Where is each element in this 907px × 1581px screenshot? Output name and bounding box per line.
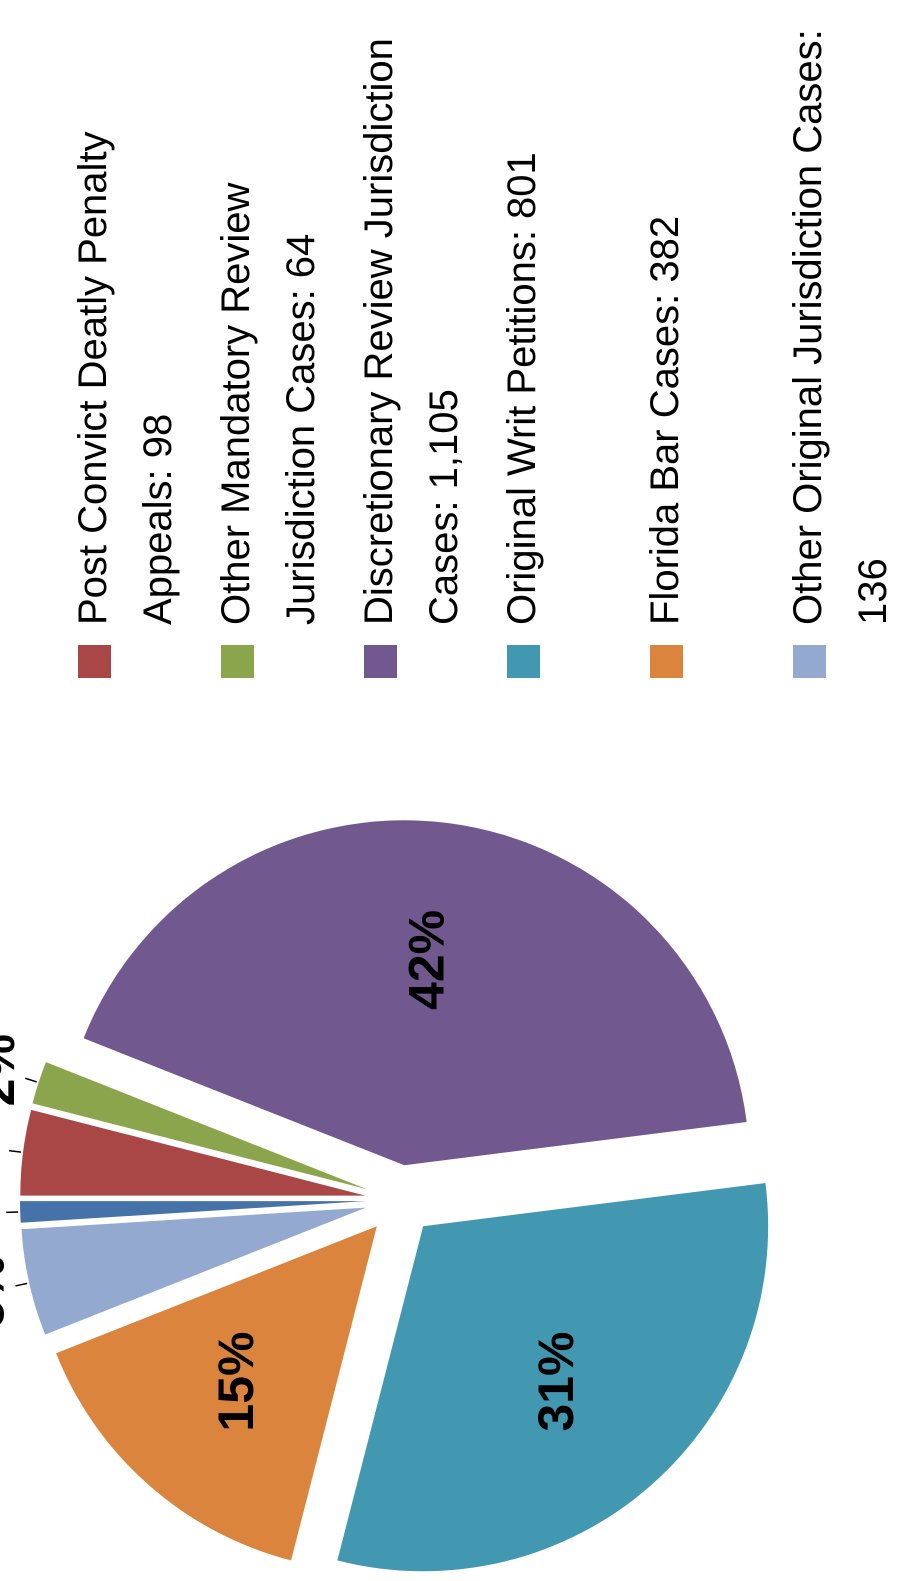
leader-line: [15, 1282, 28, 1287]
legend-label: Other Mandatory Review Jurisdiction Case…: [214, 171, 323, 625]
leader-line: [25, 1077, 37, 1083]
legend-label: Other Original Jurisdiction Cases: 136: [786, 18, 895, 625]
legend-line: Florida Bar Cases: 382: [643, 216, 687, 625]
pie-slice: [20, 1201, 366, 1223]
legend-line: Appeals: 98: [136, 414, 180, 625]
data-label: 1%: [0, 1177, 4, 1249]
legend-swatch: [507, 645, 540, 678]
data-label: 31%: [528, 1331, 584, 1431]
data-label: 15%: [208, 1331, 264, 1431]
pie-slice: [20, 1109, 366, 1196]
legend-swatch: [221, 645, 254, 678]
legend-line: Jurisdiction Cases: 64: [279, 234, 323, 625]
legend-line: Discretionary Review Jurisdiction: [357, 27, 401, 625]
legend-line: Post Convict Deatly Penalty: [71, 120, 115, 625]
legend-line: Cases: 1,105: [422, 389, 466, 625]
legend-line: Other Mandatory Review: [214, 171, 258, 625]
legend-label: Post Convict Deatly Penalty Appeals: 98: [71, 120, 180, 625]
legend-swatch: [793, 645, 826, 678]
pie-slice: [21, 1207, 366, 1335]
data-label: 4%: [0, 1111, 8, 1183]
legend-swatch: [364, 645, 397, 678]
pie-slice: [337, 1183, 769, 1572]
legend-line: 136: [851, 558, 895, 625]
legend-swatch: [78, 645, 111, 678]
legend-label: Discretionary Review Jurisdiction Cases:…: [357, 27, 466, 625]
legend-label: Florida Bar Cases: 382: [643, 216, 687, 625]
legend-swatch: [650, 645, 683, 678]
legend-line: Original Writ Petitions: 801: [500, 152, 544, 625]
legend-line: Other Original Jurisdiction Cases:: [786, 18, 830, 625]
data-label: 2%: [0, 1034, 25, 1106]
pie-slice: [83, 820, 747, 1166]
legend-label: Original Writ Petitions: 801: [500, 152, 544, 625]
data-label: 42%: [399, 910, 455, 1010]
leader-line: [9, 1149, 22, 1153]
rotated-frame: 4%2% 42% 31% 15% 5%1% Post Convict Deatly Pen…: [0, 18, 895, 1572]
data-label: 5%: [0, 1255, 14, 1327]
pie-slice: [56, 1226, 377, 1561]
pie-slice: [32, 1062, 367, 1190]
